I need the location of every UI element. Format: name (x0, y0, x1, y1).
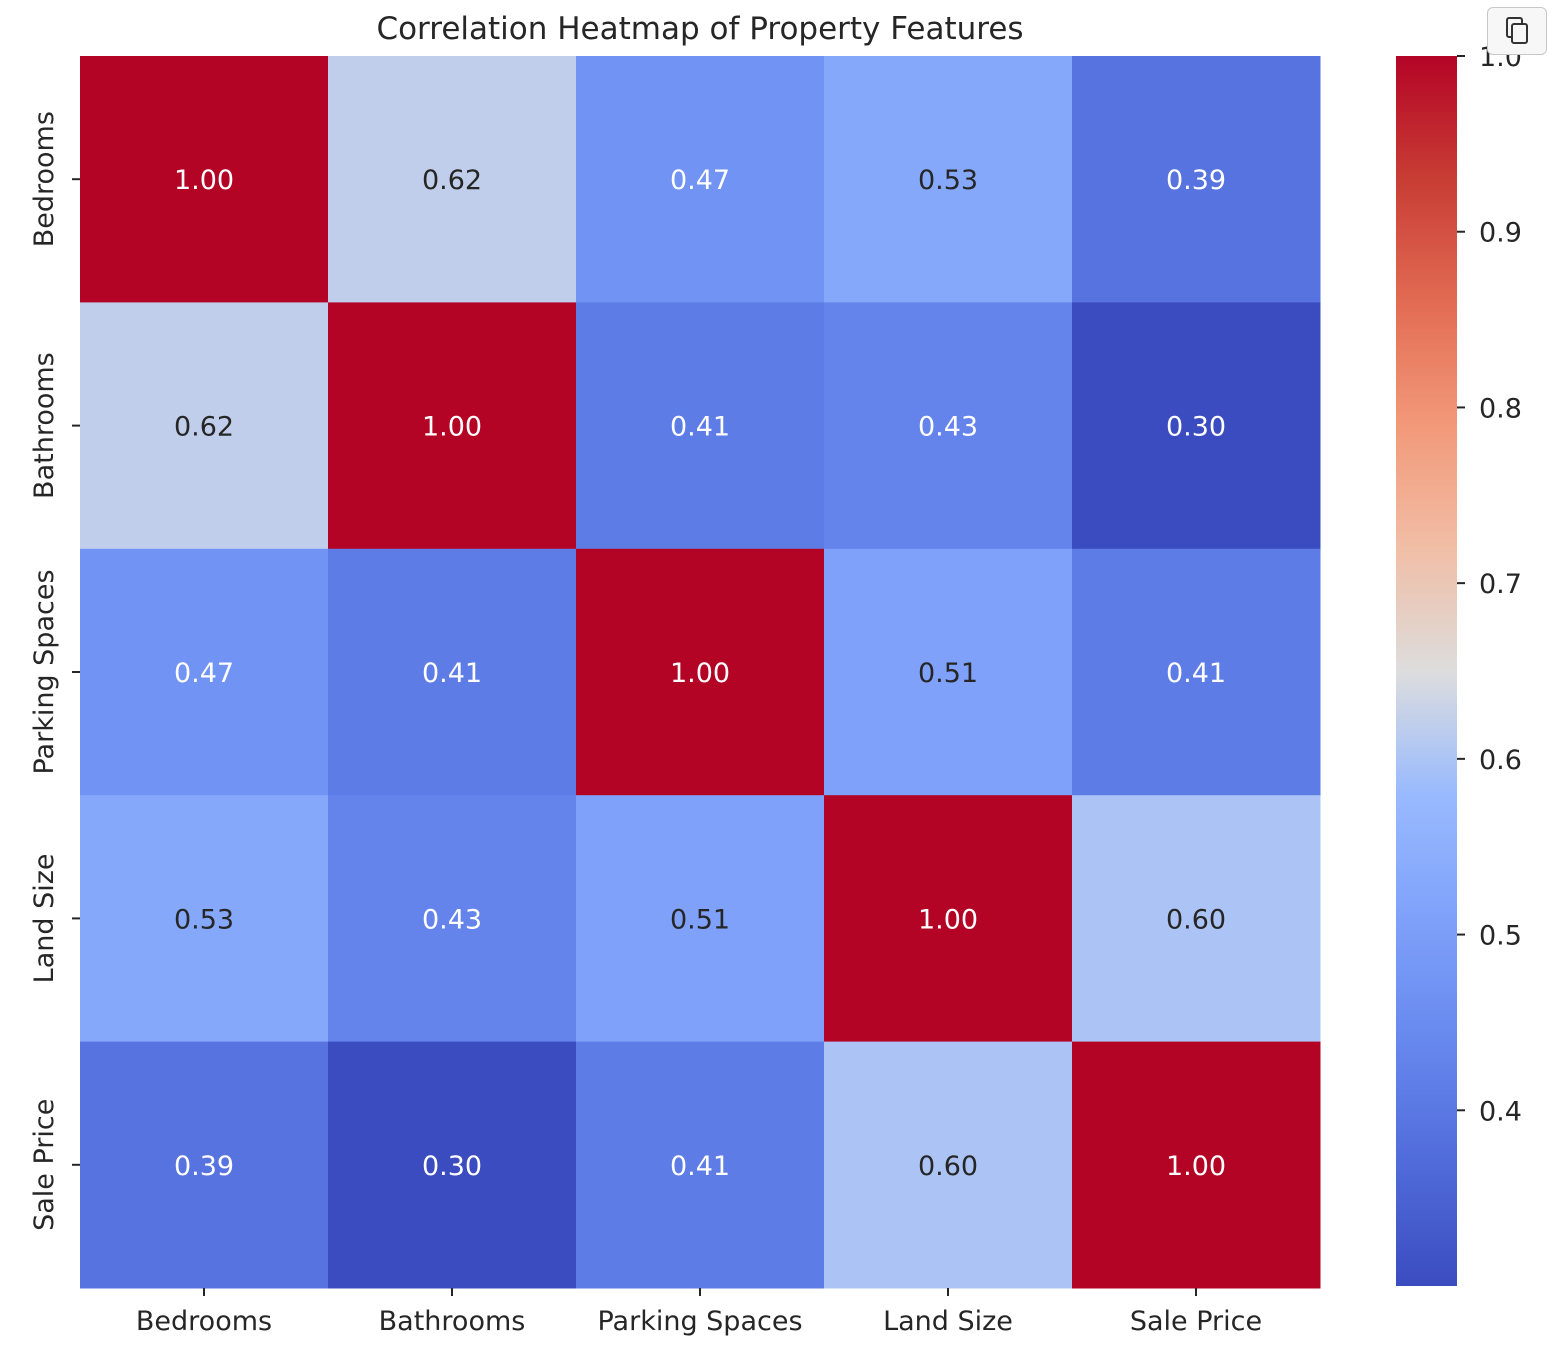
colorbar-tick-label: 0.5 (1479, 921, 1522, 952)
cell-annotation: 0.60 (1166, 904, 1226, 935)
heatmap-cell (1072, 795, 1321, 1043)
heatmap-cells (80, 56, 1321, 1289)
colorbar-tick-label: 0.8 (1479, 393, 1522, 424)
cell-annotation: 0.39 (1166, 165, 1226, 196)
cell-annotation: 1.00 (670, 658, 730, 689)
y-tick-label: Sale Price (29, 1099, 60, 1231)
heatmap-cell (1072, 302, 1321, 550)
heatmap-cell (328, 56, 577, 303)
heatmap-cell (576, 302, 825, 550)
heatmap-cell (824, 56, 1073, 303)
heatmap-cell (80, 548, 329, 796)
colorbar-gradient (1396, 56, 1457, 1286)
cell-annotation: 1.00 (174, 165, 234, 196)
cell-annotation: 0.41 (670, 1151, 730, 1182)
heatmap-cell (1072, 56, 1321, 303)
heatmap-cell (328, 302, 577, 550)
y-tick-label: Parking Spaces (29, 569, 60, 774)
heatmap-cell (80, 56, 329, 303)
cell-annotation: 0.47 (670, 165, 730, 196)
heatmap-cell (328, 548, 577, 796)
cell-annotation: 1.00 (422, 412, 482, 443)
cell-annotation: 0.62 (174, 412, 234, 443)
heatmap-cell (80, 1041, 329, 1289)
heatmap-cell (576, 795, 825, 1043)
cell-annotation: 1.00 (1166, 1151, 1226, 1182)
x-tick-label: Bathrooms (379, 1306, 526, 1337)
cell-annotation: 0.43 (422, 904, 482, 935)
cell-annotation: 0.60 (918, 1151, 978, 1182)
cell-annotation: 0.51 (918, 658, 978, 689)
cell-annotation: 0.51 (670, 904, 730, 935)
heatmap-cell (328, 1041, 577, 1289)
cell-annotation: 0.30 (422, 1151, 482, 1182)
x-axis: Bedrooms Bathrooms Parking Spaces Land Size… (136, 1288, 1262, 1337)
colorbar-tick-label: 0.7 (1479, 569, 1522, 600)
x-tick-label: Parking Spaces (597, 1306, 802, 1337)
cell-annotation: 0.53 (918, 165, 978, 196)
y-tick-label: Bathrooms (29, 352, 60, 499)
x-tick-label: Sale Price (1130, 1306, 1262, 1337)
cell-annotation: 0.41 (1166, 658, 1226, 689)
x-tick-label: Land Size (883, 1306, 1013, 1337)
heatmap-cell (576, 1041, 825, 1289)
cell-annotation: 1.00 (918, 904, 978, 935)
heatmap-cell (576, 548, 825, 796)
cell-annotation: 0.62 (422, 165, 482, 196)
y-tick-label: Bedrooms (29, 111, 60, 247)
heatmap-cell (80, 795, 329, 1043)
chart-title: Correlation Heatmap of Property Features (376, 11, 1023, 47)
heatmap-cell (824, 548, 1073, 796)
heatmap-cell (824, 1041, 1073, 1289)
heatmap-cell (1072, 548, 1321, 796)
heatmap-cell (824, 302, 1073, 550)
colorbar: 0.40.50.60.70.80.91.0 (1396, 42, 1522, 1286)
cell-annotation: 0.47 (174, 658, 234, 689)
colorbar-tick-label: 0.9 (1479, 218, 1522, 249)
copy-button[interactable] (1487, 7, 1547, 55)
heatmap-cell (328, 795, 577, 1043)
cell-annotation: 0.53 (174, 904, 234, 935)
colorbar-tick-label: 0.4 (1479, 1096, 1522, 1127)
cell-annotation: 0.41 (422, 658, 482, 689)
cell-annotation: 0.43 (918, 412, 978, 443)
heatmap-cell (824, 795, 1073, 1043)
heatmap-cell (1072, 1041, 1321, 1289)
cell-annotation: 0.41 (670, 412, 730, 443)
colorbar-tick-label: 0.6 (1479, 745, 1522, 776)
y-tick-label: Land Size (29, 853, 60, 983)
heatmap-cell (576, 56, 825, 303)
cell-annotation: 0.30 (1166, 412, 1226, 443)
y-axis: Bedrooms Bathrooms Parking Spaces Land Size… (29, 111, 80, 1231)
heatmap-annotations: 1.00 0.62 0.47 0.53 0.39 0.62 1.00 0.41 0.43 0.30… (174, 165, 1226, 1182)
x-tick-label: Bedrooms (136, 1306, 272, 1337)
heatmap-cell (80, 302, 329, 550)
copy-icon (1506, 17, 1528, 44)
cell-annotation: 0.39 (174, 1151, 234, 1182)
